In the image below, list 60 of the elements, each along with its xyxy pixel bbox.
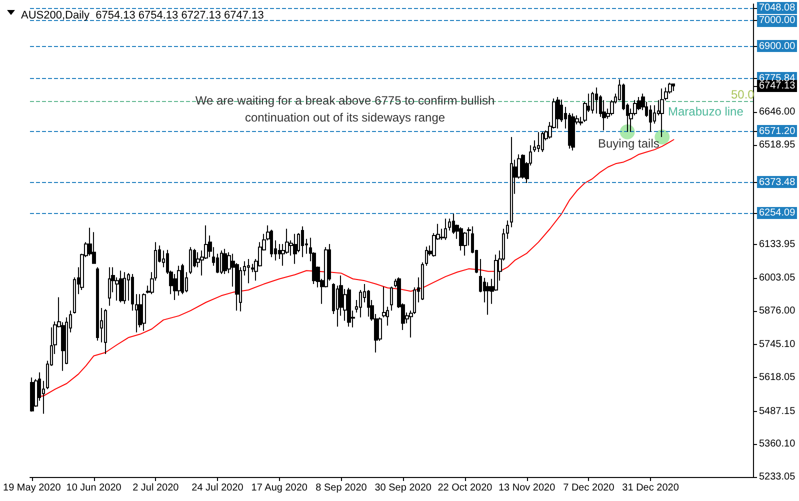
candlestick (595, 86, 598, 114)
y-tick-label: 6518.95 (759, 139, 796, 150)
candlestick (510, 136, 513, 228)
y-tick-label: 5876.00 (759, 305, 796, 316)
y-tick-label: 5487.15 (759, 406, 796, 417)
candlestick (181, 263, 184, 295)
candlestick (177, 265, 181, 296)
x-tick-label: 17 Aug 2020 (251, 482, 308, 494)
candlestick (571, 113, 575, 151)
candlestick (591, 91, 594, 114)
candlestick (220, 250, 223, 274)
y-tick-label: 5360.10 (759, 438, 796, 450)
x-tick-label: 10 Jun 2020 (66, 482, 122, 494)
annotation: Buying tails (598, 136, 660, 150)
candlestick (541, 131, 544, 153)
candlestick (293, 233, 297, 264)
candlestick (142, 292, 146, 332)
candlestick (119, 270, 123, 303)
candlestick (270, 229, 273, 258)
candlestick (506, 220, 509, 240)
text: AUS200,Daily 6754.13 6754.13 6727.13 6747.13 (21, 10, 264, 22)
candlestick (30, 377, 34, 412)
candlestick (421, 262, 424, 301)
y-tick-label: 5233.05 (759, 472, 796, 482)
x-tick-label: 2 Jul 2020 (132, 482, 180, 494)
candlestick (660, 88, 664, 138)
x-tick-label: 7 Dec 2020 (563, 482, 615, 494)
candlestick (486, 282, 490, 316)
candlestick (649, 104, 652, 132)
x-tick-label: 13 Nov 2020 (498, 482, 556, 494)
y-tick-label: 6003.05 (759, 272, 796, 284)
y-tick-label: 6133.95 (759, 238, 796, 250)
candlestick (672, 84, 675, 92)
candlestick (444, 218, 447, 240)
x-tick-label: 8 Sep 2020 (316, 482, 368, 494)
candlestick (556, 96, 560, 130)
candlestick (521, 154, 525, 180)
candlestick (247, 258, 250, 284)
candlestick (448, 218, 451, 232)
y-tick-label: 5745.10 (759, 339, 796, 350)
x-tick-label: 31 Dec 2020 (622, 482, 680, 494)
candlestick (104, 308, 107, 355)
y-tick-label: 6646.00 (759, 106, 796, 118)
candlestick (96, 266, 99, 342)
x-tick-label: 19 May 2020 (3, 482, 62, 494)
candlestick (223, 248, 227, 274)
annotation: Marabuzo line (668, 104, 744, 119)
candlestick (108, 266, 111, 306)
candlestick (390, 286, 393, 312)
x-tick-label: 30 Sep 2020 (374, 482, 432, 494)
candlestick (123, 272, 126, 304)
x-tick-label: 24 Jul 2020 (192, 482, 244, 494)
candlestick (301, 226, 304, 258)
candlestick (92, 232, 96, 264)
candlestick (189, 246, 192, 274)
candlestick (425, 246, 428, 266)
x-tick-label: 22 Oct 2020 (438, 482, 493, 494)
candlestick (347, 287, 351, 328)
candlestick (537, 132, 540, 153)
y-tick-label: 5618.05 (759, 372, 796, 384)
